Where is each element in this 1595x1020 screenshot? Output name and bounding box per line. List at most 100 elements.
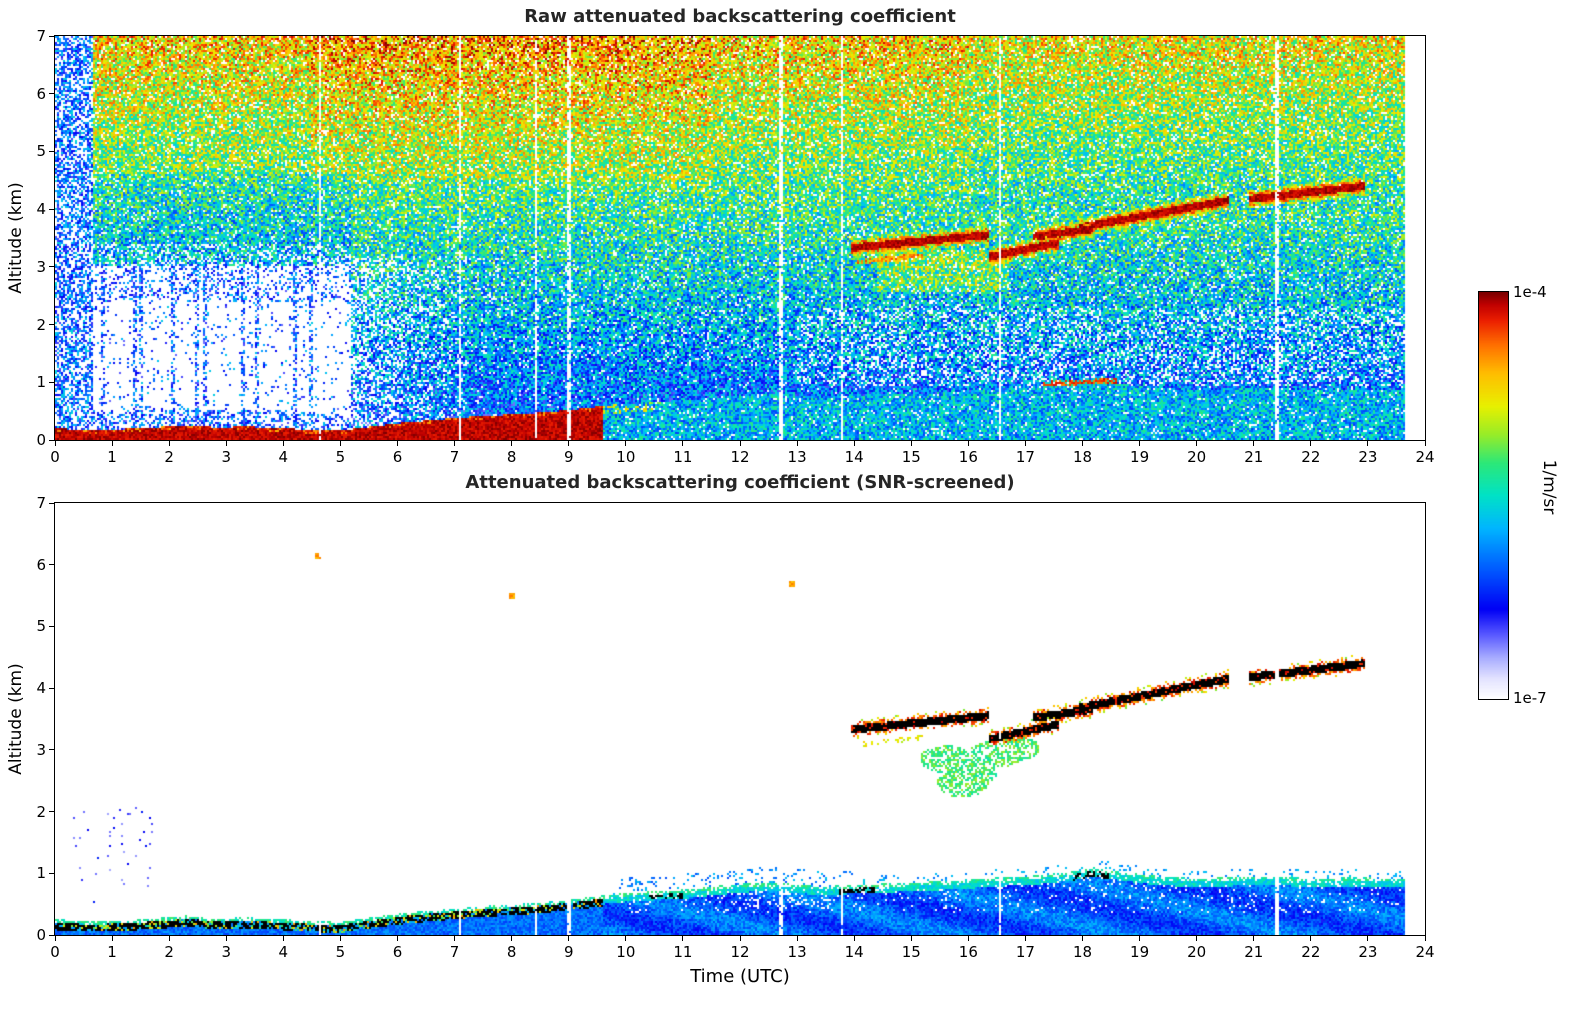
- x-tick: [54, 441, 56, 446]
- y-tick-label: 7: [36, 494, 46, 512]
- y-tick: [49, 93, 54, 95]
- y-tick: [49, 687, 54, 689]
- y-tick: [49, 872, 54, 874]
- x-tick: [454, 936, 456, 941]
- x-tick-label: 8: [506, 943, 517, 961]
- screened-backscatter-heatmap: [55, 503, 1425, 935]
- y-tick-label: 4: [36, 200, 46, 219]
- y-tick-label: 2: [36, 802, 46, 821]
- x-tick: [967, 441, 969, 446]
- x-tick-label: 24: [1415, 448, 1435, 466]
- x-tick-label: 19: [1130, 943, 1150, 961]
- x-tick: [1424, 441, 1426, 446]
- x-tick-label: 11: [673, 943, 693, 961]
- x-tick-label: 16: [958, 448, 978, 466]
- x-tick-label: 12: [730, 943, 750, 961]
- x-tick: [1310, 936, 1312, 941]
- x-tick: [168, 936, 170, 941]
- x-tick-label: 7: [449, 448, 460, 466]
- x-tick-label: 15: [901, 448, 921, 466]
- y-tick: [49, 381, 54, 383]
- x-tick: [1196, 936, 1198, 941]
- y-tick-label: 2: [36, 315, 46, 334]
- x-tick: [339, 441, 341, 446]
- x-tick-label: 1: [107, 448, 117, 466]
- x-tick-label: 13: [787, 448, 807, 466]
- x-tick-label: 0: [50, 448, 60, 466]
- x-tick-label: 19: [1130, 448, 1150, 466]
- x-tick: [397, 441, 398, 446]
- x-tick: [1082, 441, 1083, 446]
- x-tick-label: 10: [616, 943, 636, 961]
- x-tick-label: 24: [1415, 943, 1435, 961]
- x-tick-label: 4: [278, 943, 289, 961]
- raw-panel-title: Raw attenuated backscattering coefficien…: [524, 6, 956, 27]
- x-tick: [282, 936, 284, 941]
- x-tick: [853, 441, 855, 446]
- y-tick: [49, 625, 54, 627]
- x-tick: [168, 441, 170, 446]
- x-tick-label: 15: [901, 943, 921, 961]
- x-tick: [967, 936, 969, 941]
- x-tick: [54, 936, 56, 941]
- x-tick-label: 6: [392, 943, 403, 961]
- x-tick-label: 23: [1358, 943, 1378, 961]
- x-tick-label: 20: [1187, 448, 1207, 466]
- x-tick: [1253, 441, 1255, 446]
- x-tick-label: 5: [335, 943, 346, 961]
- y-tick: [49, 208, 54, 210]
- y-tick: [49, 749, 54, 751]
- x-tick-label: 21: [1244, 943, 1264, 961]
- x-tick: [568, 936, 570, 941]
- x-tick-label: 16: [958, 943, 978, 961]
- x-tick-label: 9: [563, 448, 574, 466]
- colorbar: [1479, 292, 1508, 699]
- x-tick: [853, 936, 855, 941]
- x-tick-label: 3: [221, 448, 232, 466]
- x-tick: [739, 441, 741, 446]
- x-tick-label: 2: [164, 448, 174, 466]
- x-tick-label: 4: [278, 448, 289, 466]
- x-tick: [625, 441, 627, 446]
- x-tick-label: 20: [1187, 943, 1207, 961]
- x-tick: [1310, 441, 1312, 446]
- x-tick: [568, 441, 570, 446]
- y-tick-label: 0: [36, 431, 46, 449]
- x-tick: [625, 936, 627, 941]
- y-tick: [49, 502, 54, 504]
- x-tick: [682, 441, 684, 446]
- y-tick-label: 4: [36, 679, 46, 698]
- x-tick: [225, 936, 227, 941]
- y-tick-label: 1: [36, 373, 46, 392]
- x-tick: [511, 441, 513, 446]
- raw-panel-ylabel: Altitude (km): [6, 182, 26, 294]
- y-tick: [49, 324, 54, 326]
- x-tick-label: 3: [221, 943, 232, 961]
- x-tick-label: 17: [1015, 448, 1035, 466]
- x-tick-label: 18: [1072, 943, 1093, 961]
- y-tick-label: 5: [36, 142, 46, 161]
- x-tick: [739, 936, 741, 941]
- x-tick-label: 11: [673, 448, 693, 466]
- raw-backscatter-heatmap: [55, 36, 1425, 440]
- x-tick-label: 5: [335, 448, 346, 466]
- x-tick: [111, 441, 113, 446]
- x-tick-label: 17: [1015, 943, 1035, 961]
- x-tick-label: 23: [1358, 448, 1378, 466]
- x-tick: [1424, 936, 1426, 941]
- x-tick: [282, 441, 284, 446]
- x-axis-label: Time (UTC): [690, 966, 790, 987]
- x-tick-label: 1: [107, 943, 117, 961]
- colorbar-unit-label: 1/m/sr: [1539, 459, 1559, 515]
- y-tick: [49, 934, 54, 936]
- x-tick: [796, 936, 798, 941]
- x-tick: [1367, 936, 1369, 941]
- x-tick: [339, 936, 341, 941]
- x-tick: [1024, 441, 1026, 446]
- y-tick-label: 6: [36, 84, 46, 103]
- x-tick: [1139, 936, 1141, 941]
- x-tick-label: 8: [506, 448, 517, 466]
- x-tick: [1196, 441, 1198, 446]
- y-tick-label: 6: [36, 555, 46, 574]
